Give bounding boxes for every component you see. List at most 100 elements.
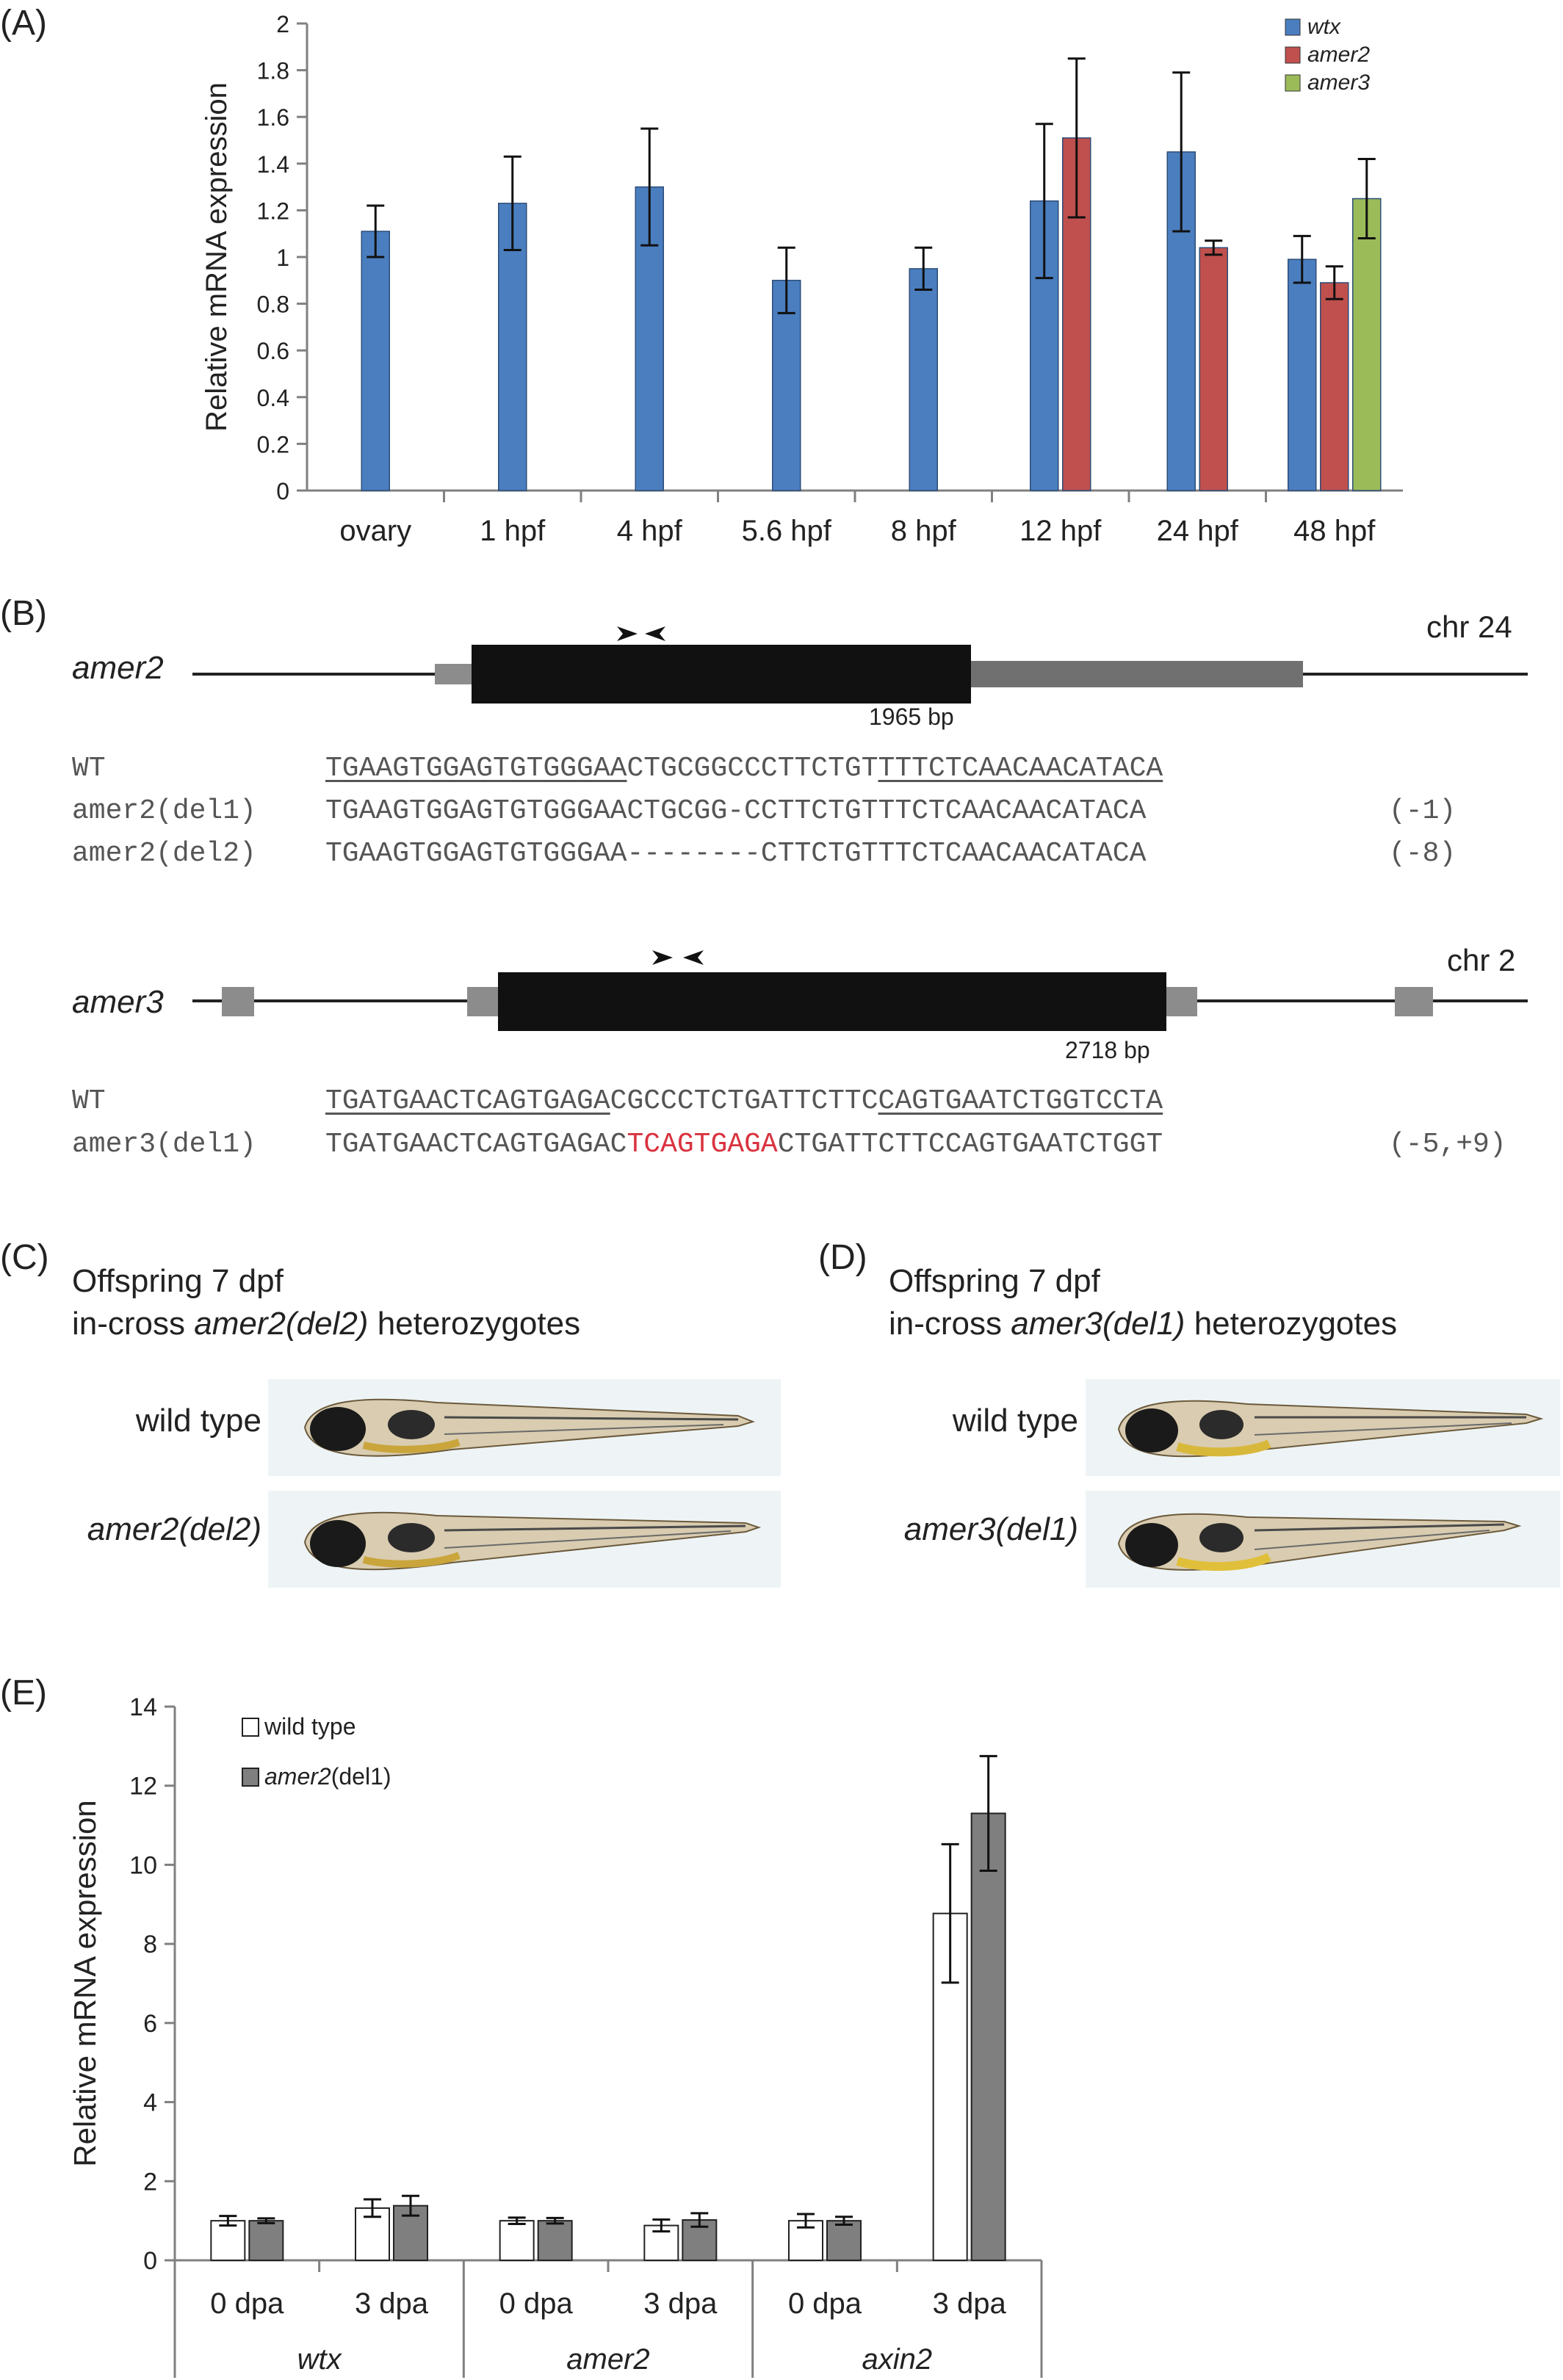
amer2-wt-seq: TGAAGTGGAGTGTGGGAACTGCGGCCCTTCTGTTTTCTCA… bbox=[325, 753, 1163, 784]
panel-d-caption-pre: in-cross bbox=[889, 1306, 1011, 1342]
bar-wtx bbox=[361, 231, 390, 491]
primer-arrows-icon bbox=[617, 626, 665, 641]
legend-label-amer2: amer2 bbox=[1307, 43, 1370, 67]
legend-label-allele: (del1) bbox=[331, 1763, 391, 1790]
amer3-wt-seq: TGATGAACTCAGTGAGACGCCCTCTGATTCTTCCAGTGAA… bbox=[325, 1085, 1163, 1117]
bar-wtx bbox=[772, 280, 801, 491]
bar-amer2-del1 bbox=[537, 2220, 573, 2262]
panel-e-chart: 0 2 4 6 8 10 12 14 Relative mRNA expression 0 dpa… bbox=[68, 1693, 1043, 2378]
y-tick-label: 0.6 bbox=[257, 338, 289, 364]
larva-icon bbox=[1117, 1513, 1522, 1571]
y-tick-label: 0 bbox=[143, 2247, 157, 2275]
amer3-del1-label: amer3(del1) bbox=[72, 1129, 256, 1160]
amer2-gene-diagram bbox=[192, 626, 1528, 703]
panel-d-mutant-larva-image bbox=[1086, 1491, 1560, 1588]
legend-label-wtx: wtx bbox=[1307, 15, 1341, 39]
panel-a-chart: 0 0.2 0.4 0.6 0.8 1 1.2 1.4 1.6 1.8 2 Relative mRNA… bbox=[201, 11, 1403, 547]
amer3-del1-post: CTGATTCTTCCAGTGAATCTGGT bbox=[777, 1129, 1163, 1160]
x-tick-label: 3 dpa bbox=[643, 2287, 718, 2320]
larva-icon bbox=[303, 1398, 756, 1457]
bar-amer2 bbox=[1199, 247, 1228, 491]
y-axis-label: Relative mRNA expression bbox=[201, 82, 233, 432]
y-tick-label: 1.4 bbox=[257, 151, 289, 178]
y-tick-label: 14 bbox=[129, 1693, 157, 1721]
x-tick-label: 8 hpf bbox=[891, 515, 957, 547]
amer3-gene-diagram bbox=[192, 950, 1528, 1031]
x-tick-label: 24 hpf bbox=[1157, 515, 1239, 547]
panel-c-caption-post: heterozygotes bbox=[368, 1306, 581, 1342]
amer3-wt-guide2: CAGTGAATCTGGTCCTA bbox=[878, 1085, 1163, 1117]
x-tick-label: 3 dpa bbox=[355, 2287, 429, 2320]
amer3-gene-label: amer3 bbox=[72, 984, 164, 1020]
larva-icon bbox=[1117, 1400, 1544, 1458]
y-tick-label: 0.2 bbox=[257, 431, 289, 457]
panel-d-caption-gene: amer3(del1) bbox=[1011, 1306, 1185, 1342]
bar-wild-type bbox=[499, 2220, 535, 2262]
legend-swatch-wild-type bbox=[242, 1718, 259, 1737]
bar-wild-type bbox=[355, 2207, 390, 2261]
amer3-del1-insertion: TCAGTGAGA bbox=[627, 1129, 778, 1160]
legend-swatch-wtx bbox=[1285, 18, 1301, 36]
amer3-wt-label: WT bbox=[72, 1085, 106, 1117]
panel-d-letter: (D) bbox=[818, 1238, 867, 1277]
y-tick-label: 2 bbox=[143, 2168, 157, 2196]
y-tick-label: 1.2 bbox=[257, 198, 289, 224]
panel-c-caption-pre: in-cross bbox=[72, 1306, 195, 1342]
amer3-bp-label: 2718 bp bbox=[1065, 1037, 1150, 1063]
y-tick-label: 0.8 bbox=[257, 292, 289, 318]
x-tick-label: 3 dpa bbox=[933, 2287, 1007, 2320]
bar-amer2-del1 bbox=[248, 2220, 284, 2262]
panel-c-caption-gene: amer2(del2) bbox=[194, 1306, 369, 1342]
panel-c-wildtype-larva-image bbox=[268, 1379, 781, 1476]
amer2-wt-guide2: TTTCTCAACAACATACA bbox=[878, 753, 1163, 784]
y-tick-label: 10 bbox=[129, 1851, 157, 1879]
panel-c-mutant-label: amer2(del2) bbox=[87, 1511, 261, 1547]
amer3-del1-pre: TGATGAACTCAGTGAGAC bbox=[325, 1129, 627, 1160]
x-tick-label: 5.6 hpf bbox=[742, 515, 832, 547]
panel-c-letter: (C) bbox=[0, 1238, 49, 1277]
panel-c-wildtype-label: wild type bbox=[135, 1403, 261, 1439]
y-tick-label: 1.8 bbox=[257, 58, 289, 84]
amer3-wt-guide1: TGATGAACTCAGTGAGA bbox=[325, 1085, 610, 1117]
bar-amer3 bbox=[1352, 198, 1382, 491]
panel-c-caption-line2: in-cross amer2(del2) heterozygotes bbox=[72, 1303, 580, 1345]
amer2-wt-label: WT bbox=[72, 753, 106, 784]
bar-wtx bbox=[1030, 200, 1059, 491]
y-axis-label: Relative mRNA expression bbox=[68, 1800, 102, 2167]
amer2-bp-label: 1965 bp bbox=[869, 703, 954, 730]
panel-e-letter: (E) bbox=[0, 1674, 47, 1712]
bar-amer2-del1 bbox=[970, 1812, 1006, 2261]
amer3-wt-mid: CGCCCTCTGATTCTTC bbox=[610, 1085, 878, 1117]
bar-amer2 bbox=[1320, 282, 1349, 491]
bar-wtx bbox=[498, 203, 527, 491]
y-tick-label: 4 bbox=[143, 2089, 157, 2117]
amer3-del1-note: (-5,+9) bbox=[1389, 1129, 1506, 1160]
amer2-gene-label: amer2 bbox=[72, 650, 164, 686]
panel-d-wildtype-larva-image bbox=[1086, 1379, 1560, 1476]
y-tick-label: 1.6 bbox=[257, 104, 289, 131]
amer3-chr-label: chr 2 bbox=[1447, 943, 1516, 977]
panel-a-letter: (A) bbox=[0, 4, 47, 43]
legend-swatch-amer3 bbox=[1285, 74, 1301, 92]
amer2-del1-note: (-1) bbox=[1389, 795, 1456, 827]
y-tick-label: 8 bbox=[143, 1931, 157, 1958]
panel-c-caption-line1: Offspring 7 dpf bbox=[72, 1263, 284, 1299]
panel-d-caption: Offspring 7 dpf in-cross amer3(del1) het… bbox=[889, 1260, 1397, 1345]
legend-label-wild-type: wild type bbox=[264, 1713, 356, 1740]
x-tick-label: 0 dpa bbox=[499, 2287, 574, 2320]
x-tick-label: 0 dpa bbox=[210, 2287, 284, 2320]
panel-d-caption-line1: Offspring 7 dpf bbox=[889, 1263, 1100, 1299]
group-label-wtx: wtx bbox=[297, 2343, 343, 2376]
panel-c-mutant-larva-image bbox=[268, 1491, 781, 1588]
amer2-chr-label: chr 24 bbox=[1426, 610, 1512, 644]
legend-swatch-amer2 bbox=[1285, 46, 1301, 64]
primer-arrows-icon bbox=[652, 950, 704, 965]
bar-amer2-del1 bbox=[826, 2220, 862, 2262]
x-tick-label: ovary bbox=[339, 515, 411, 547]
y-tick-label: 0.4 bbox=[257, 385, 289, 411]
larva-icon bbox=[303, 1511, 762, 1571]
panel-b-letter: (B) bbox=[0, 594, 47, 633]
x-tick-label: 48 hpf bbox=[1293, 515, 1376, 547]
panel-d-caption-post: heterozygotes bbox=[1185, 1306, 1398, 1342]
x-tick-label: 12 hpf bbox=[1019, 515, 1102, 547]
